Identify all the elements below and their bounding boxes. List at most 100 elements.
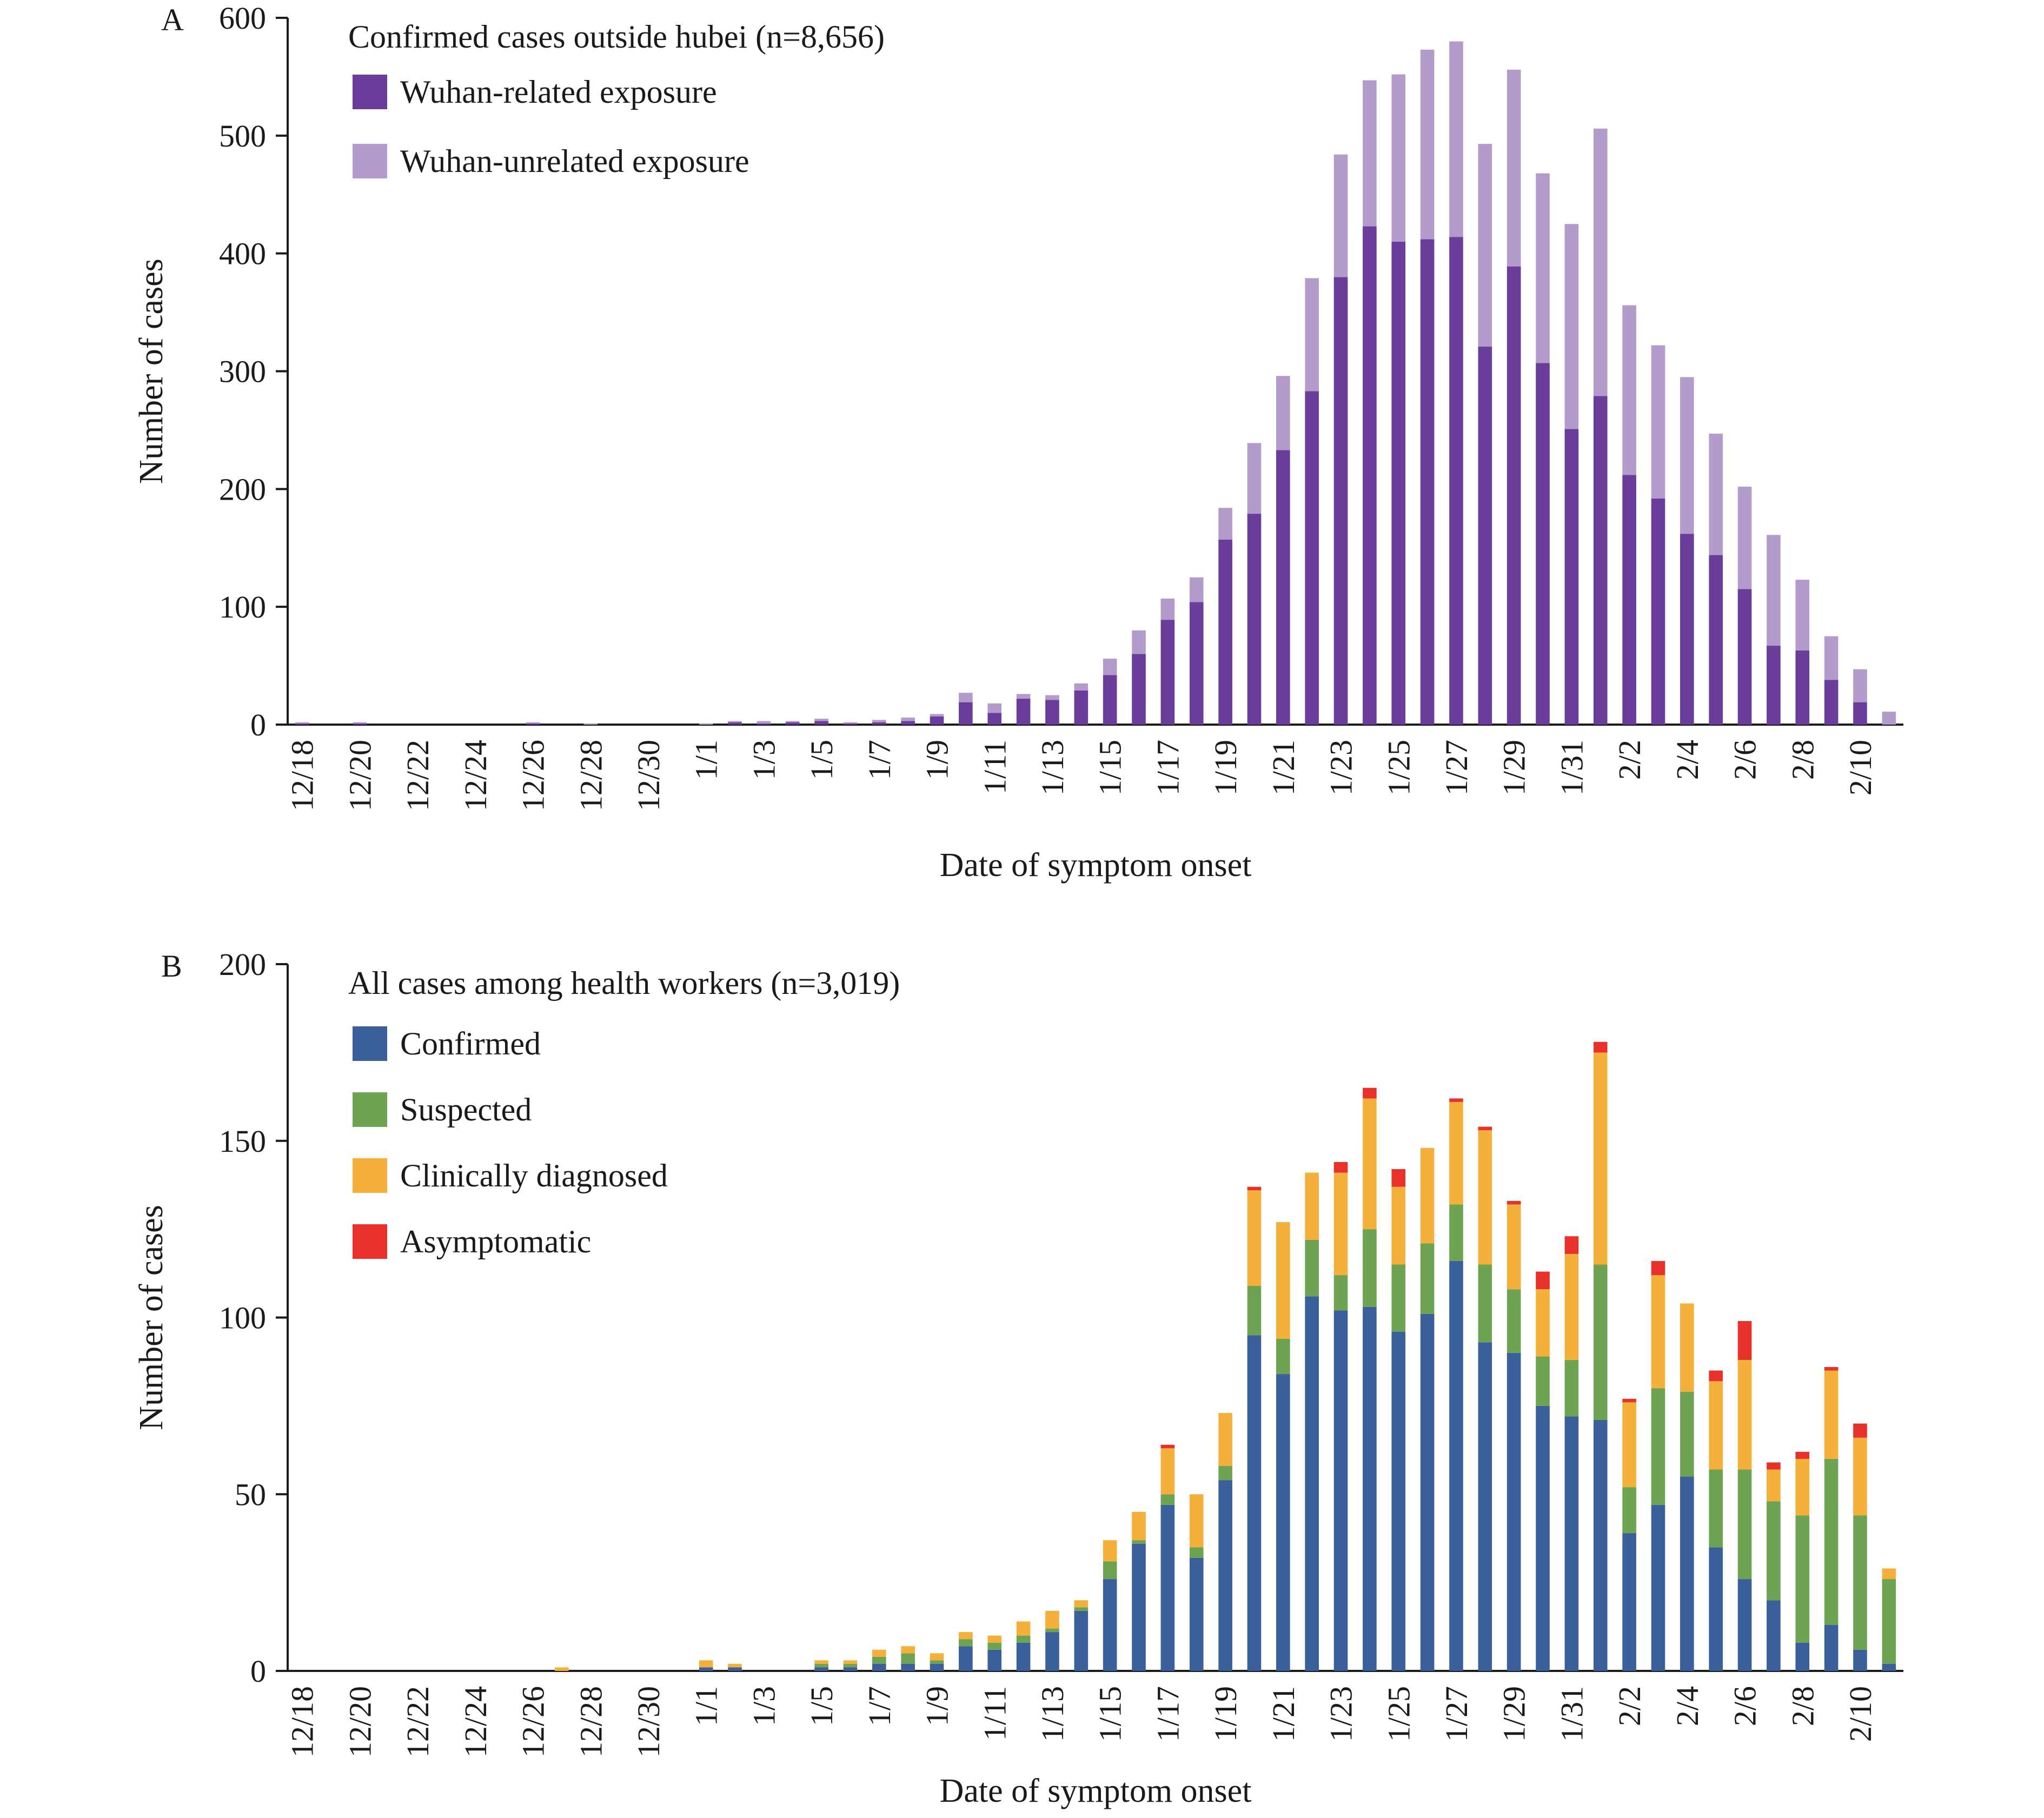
bar-clinically-diagnosed-1-25 xyxy=(1391,1186,1406,1265)
bar-suspected-2-2 xyxy=(1622,1487,1636,1534)
bar-wuhan-unrelated-exposure-1-25 xyxy=(1391,74,1406,242)
bar-clinically-diagnosed-1-18 xyxy=(1189,1494,1204,1548)
bar-suspected-1-22 xyxy=(1305,1239,1319,1297)
bar-wuhan-related-exposure-2-2 xyxy=(1622,475,1636,725)
bar-clinically-diagnosed-2-7 xyxy=(1767,1469,1781,1502)
bar-wuhan-unrelated-exposure-1-10 xyxy=(959,693,973,702)
x-tick-label: 12/30 xyxy=(631,1686,666,1757)
bar-suspected-1-8 xyxy=(901,1653,915,1664)
bar-wuhan-related-exposure-1-27 xyxy=(1449,237,1463,725)
bar-asymptomatic-2-5 xyxy=(1709,1370,1723,1382)
bar-clinically-diagnosed-2-4 xyxy=(1680,1303,1694,1392)
y-tick-label: 0 xyxy=(250,1654,266,1689)
bar-wuhan-unrelated-exposure-1-29 xyxy=(1507,69,1521,267)
bar-wuhan-related-exposure-1-7 xyxy=(872,722,886,725)
bar-clinically-diagnosed-1-19 xyxy=(1218,1412,1232,1466)
bar-confirmed-1-16 xyxy=(1132,1543,1146,1671)
bar-wuhan-unrelated-exposure-1-3 xyxy=(756,721,771,724)
bar-suspected-1-27 xyxy=(1449,1204,1463,1261)
legend-swatch-asymptomatic xyxy=(353,1224,387,1259)
bar-clinically-diagnosed-2-1 xyxy=(1593,1052,1608,1265)
bar-clinically-diagnosed-1-15 xyxy=(1103,1540,1117,1562)
x-tick-label: 1/19 xyxy=(1208,1686,1243,1742)
bar-wuhan-related-exposure-2-6 xyxy=(1737,589,1752,725)
bar-wuhan-related-exposure-2-8 xyxy=(1795,650,1810,725)
bar-suspected-2-11 xyxy=(1882,1579,1896,1664)
bar-wuhan-related-exposure-1-3 xyxy=(756,723,771,725)
x-tick-label: 12/18 xyxy=(285,740,320,811)
bar-wuhan-related-exposure-1-8 xyxy=(901,721,915,725)
bar-wuhan-unrelated-exposure-1-21 xyxy=(1276,376,1290,450)
bar-confirmed-1-13 xyxy=(1045,1632,1059,1671)
bar-wuhan-unrelated-exposure-1-17 xyxy=(1160,598,1175,620)
bar-suspected-1-19 xyxy=(1218,1465,1232,1481)
bar-wuhan-unrelated-exposure-1-20 xyxy=(1247,443,1262,514)
bar-suspected-1-21 xyxy=(1276,1338,1290,1375)
legend-swatch-confirmed xyxy=(353,1026,387,1061)
bar-clinically-diagnosed-1-20 xyxy=(1247,1190,1262,1286)
bar-wuhan-unrelated-exposure-1-19 xyxy=(1218,508,1232,540)
x-tick-label: 1/3 xyxy=(746,1686,781,1726)
bar-wuhan-related-exposure-1-5 xyxy=(814,721,828,725)
x-tick-label: 1/1 xyxy=(689,1686,724,1726)
bar-confirmed-1-22 xyxy=(1305,1296,1319,1671)
bar-asymptomatic-1-28 xyxy=(1478,1126,1492,1131)
x-tick-label: 1/15 xyxy=(1093,740,1128,795)
x-tick-label: 1/13 xyxy=(1035,740,1070,795)
bar-asymptomatic-2-2 xyxy=(1622,1398,1636,1403)
bar-wuhan-unrelated-exposure-12-26 xyxy=(526,722,540,724)
bar-clinically-diagnosed-1-21 xyxy=(1276,1222,1290,1339)
bar-wuhan-unrelated-exposure-2-4 xyxy=(1680,377,1694,534)
x-tick-label: 1/7 xyxy=(862,740,897,780)
bar-clinically-diagnosed-1-24 xyxy=(1363,1098,1377,1230)
bar-confirmed-1-17 xyxy=(1160,1504,1175,1671)
bar-wuhan-related-exposure-1-20 xyxy=(1247,514,1262,725)
bar-confirmed-2-7 xyxy=(1767,1600,1781,1671)
bar-wuhan-related-exposure-1-12 xyxy=(1016,699,1031,725)
x-tick-label: 12/24 xyxy=(458,740,493,811)
x-tick-label: 12/20 xyxy=(342,1686,377,1757)
x-tick-label: 12/20 xyxy=(342,740,377,811)
bar-confirmed-1-27 xyxy=(1449,1260,1463,1671)
bar-wuhan-unrelated-exposure-2-9 xyxy=(1824,636,1839,680)
bar-wuhan-related-exposure-1-19 xyxy=(1218,540,1232,725)
x-tick-label: 2/4 xyxy=(1670,740,1705,780)
series-clinically-diagnosed xyxy=(555,1052,1896,1671)
bar-suspected-2-7 xyxy=(1767,1501,1781,1601)
series-wuhan-unrelated-exposure xyxy=(295,41,1896,725)
x-tick-label: 1/1 xyxy=(689,740,724,780)
bar-wuhan-related-exposure-1-14 xyxy=(1074,690,1089,725)
x-tick-label: 2/8 xyxy=(1785,740,1820,780)
x-tick-label: 12/26 xyxy=(516,1686,551,1757)
bar-wuhan-unrelated-exposure-1-7 xyxy=(872,720,886,722)
x-tick-label: 1/17 xyxy=(1150,1686,1185,1742)
bar-wuhan-related-exposure-1-11 xyxy=(987,713,1002,725)
x-tick-label: 1/19 xyxy=(1208,740,1243,795)
bar-confirmed-2-1 xyxy=(1593,1420,1608,1671)
bar-confirmed-2-5 xyxy=(1709,1547,1723,1671)
bar-clinically-diagnosed-1-26 xyxy=(1420,1147,1435,1244)
x-tick-label: 1/7 xyxy=(862,1686,897,1726)
bar-clinically-diagnosed-1-22 xyxy=(1305,1172,1319,1240)
bar-wuhan-unrelated-exposure-12-18 xyxy=(295,722,309,724)
bar-clinically-diagnosed-1-12 xyxy=(1016,1621,1031,1636)
bar-suspected-1-17 xyxy=(1160,1494,1175,1505)
series-asymptomatic xyxy=(1160,1041,1867,1470)
bar-wuhan-related-exposure-1-23 xyxy=(1333,277,1348,725)
bar-wuhan-unrelated-exposure-1-9 xyxy=(930,714,944,716)
series-suspected xyxy=(814,1204,1896,1668)
bar-wuhan-related-exposure-1-21 xyxy=(1276,450,1290,725)
bar-confirmed-1-23 xyxy=(1333,1310,1348,1671)
bar-wuhan-unrelated-exposure-2-11 xyxy=(1882,712,1896,725)
y-tick-label: 0 xyxy=(250,707,266,742)
bar-confirmed-1-29 xyxy=(1507,1352,1521,1671)
bar-wuhan-unrelated-exposure-1-8 xyxy=(901,717,915,721)
x-tick-label: 1/5 xyxy=(804,1686,839,1726)
bar-wuhan-related-exposure-12-20 xyxy=(353,723,367,725)
bar-suspected-1-16 xyxy=(1132,1540,1146,1544)
legend-label-suspected: Suspected xyxy=(400,1092,532,1127)
x-tick-label: 2/6 xyxy=(1728,1686,1763,1726)
bar-wuhan-related-exposure-1-9 xyxy=(930,716,944,725)
bar-clinically-diagnosed-1-29 xyxy=(1507,1204,1521,1290)
x-tick-label: 2/8 xyxy=(1785,1686,1820,1726)
